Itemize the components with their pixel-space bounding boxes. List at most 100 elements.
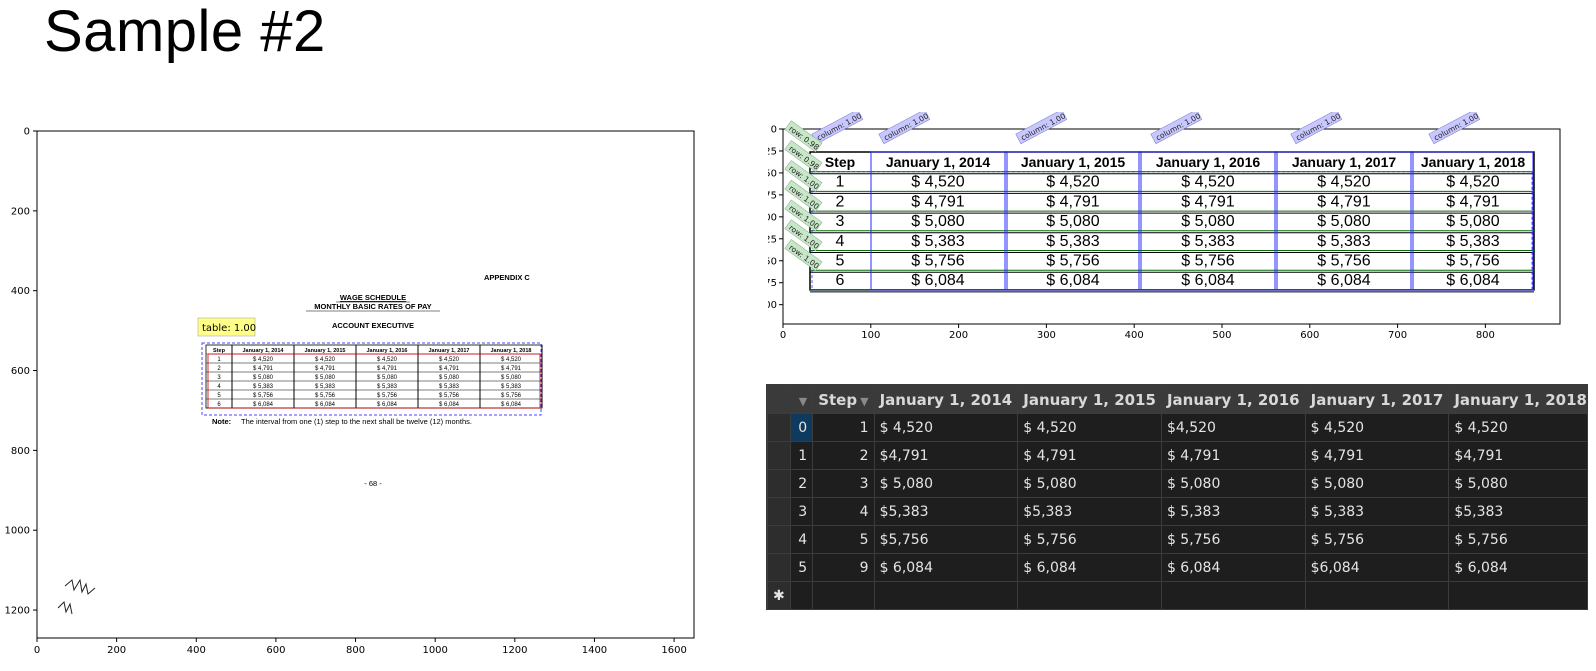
row-label-bg bbox=[784, 179, 823, 212]
table-row[interactable]: 2 3 $ 5,080 $ 5,080 $ 5,080 $ 5,080 $ 5,080 bbox=[767, 469, 1587, 498]
table-row[interactable]: 4 5 $5,756 $ 5,756 $ 5,756 $ 5,756 $ 5,756 bbox=[767, 525, 1587, 554]
y-tick-label: 150 bbox=[768, 256, 777, 267]
row-selector[interactable] bbox=[767, 525, 791, 554]
filter-icon[interactable]: ▼ bbox=[860, 394, 869, 408]
grid-cell[interactable]: 9 bbox=[812, 553, 875, 582]
row-index-cell[interactable]: 0 bbox=[789, 413, 814, 442]
doc-table-cell: $ 6,084 bbox=[253, 402, 274, 408]
row-selector[interactable] bbox=[767, 441, 791, 470]
new-row-icon[interactable]: ✱ bbox=[767, 581, 791, 609]
grid-cell[interactable]: $5,756 bbox=[873, 525, 1019, 554]
table-row[interactable]: 1 2 $4,791 $ 4,791 $ 4,791 $ 4,791 $4,791 bbox=[767, 441, 1587, 470]
y-tick-label: 125 bbox=[768, 234, 777, 245]
grid-cell[interactable]: $ 5,756 bbox=[1017, 525, 1162, 554]
grid-cell[interactable]: $ 4,791 bbox=[1304, 441, 1450, 470]
grid-cell[interactable]: $5,383 bbox=[1017, 497, 1162, 526]
grid-cell[interactable]: $5,383 bbox=[1448, 497, 1587, 526]
row-index-cell[interactable]: 5 bbox=[789, 553, 814, 582]
new-row[interactable]: ✱ bbox=[767, 581, 1587, 609]
grid-cell[interactable]: $ 4,520 bbox=[1448, 413, 1587, 442]
grid-cell[interactable]: $4,520 bbox=[1160, 413, 1306, 442]
doc-table-cell: January 1, 2016 bbox=[367, 348, 408, 354]
grid-cell[interactable]: $ 4,791 bbox=[1017, 441, 1162, 470]
row-selector[interactable] bbox=[767, 497, 791, 526]
grid-col-index[interactable]: ▼ bbox=[789, 385, 814, 414]
grid-cell[interactable]: $ 5,080 bbox=[1160, 469, 1306, 498]
grid-cell[interactable]: 3 bbox=[812, 469, 875, 498]
doc-title-account: ACCOUNT EXECUTIVE bbox=[332, 321, 414, 330]
empty-cell[interactable] bbox=[873, 581, 1019, 609]
grid-cell[interactable]: $6,084 bbox=[1304, 553, 1450, 582]
y-tick-label: 100 bbox=[768, 212, 777, 223]
sample-title: Sample #2 bbox=[44, 0, 326, 64]
grid-cell[interactable]: $ 5,383 bbox=[1304, 497, 1450, 526]
grid-cell[interactable]: $ 6,084 bbox=[873, 553, 1019, 582]
crop-table-cell: $ 4,520 bbox=[1317, 174, 1370, 191]
grid-cell[interactable]: $ 5,756 bbox=[1160, 525, 1306, 554]
grid-cell[interactable]: $ 5,756 bbox=[1304, 525, 1450, 554]
grid-cell[interactable]: $4,791 bbox=[873, 441, 1019, 470]
grid-col-2016[interactable]: January 1, 2016 bbox=[1160, 385, 1306, 414]
empty-cell[interactable] bbox=[1448, 581, 1587, 609]
row-label-bg bbox=[784, 159, 823, 192]
grid-cell[interactable]: 5 bbox=[812, 525, 875, 554]
grid-col-step[interactable]: Step ▼ bbox=[812, 385, 875, 414]
grid-cell[interactable]: $ 4,520 bbox=[873, 413, 1019, 442]
crop-table-cell: $ 6,084 bbox=[1181, 272, 1234, 289]
grid-cell[interactable]: $ 4,520 bbox=[1017, 413, 1162, 442]
empty-cell[interactable] bbox=[812, 581, 875, 609]
filter-icon[interactable]: ▼ bbox=[798, 394, 808, 408]
data-grid[interactable]: ▼ Step ▼ January 1, 2014 January 1, 2015 … bbox=[766, 384, 1588, 610]
doc-table-cell: $ 4,520 bbox=[315, 357, 336, 363]
grid-col-2015[interactable]: January 1, 2015 bbox=[1017, 385, 1162, 414]
x-tick-label: 500 bbox=[1212, 330, 1231, 341]
table-row[interactable]: 3 4 $5,383 $5,383 $ 5,383 $ 5,383 $5,383 bbox=[767, 497, 1587, 526]
row-selector[interactable] bbox=[767, 553, 791, 582]
grid-cell[interactable]: $4,791 bbox=[1448, 441, 1587, 470]
doc-table-cell: 4 bbox=[217, 384, 221, 390]
column-label-bg bbox=[1150, 112, 1203, 145]
row-index-cell[interactable]: 2 bbox=[789, 469, 814, 498]
grid-cell[interactable]: $ 5,080 bbox=[1448, 469, 1587, 498]
empty-cell[interactable] bbox=[789, 581, 814, 609]
grid-cell[interactable]: $ 6,084 bbox=[1017, 553, 1162, 582]
x-tick-label: 200 bbox=[949, 330, 968, 341]
grid-cell[interactable]: $ 4,520 bbox=[1304, 413, 1450, 442]
grid-cell[interactable]: $ 5,080 bbox=[873, 469, 1019, 498]
grid-cell[interactable]: $ 5,756 bbox=[1448, 525, 1587, 554]
grid-cell[interactable]: $ 5,080 bbox=[1017, 469, 1162, 498]
empty-cell[interactable] bbox=[1160, 581, 1306, 609]
row-selector[interactable] bbox=[767, 413, 791, 442]
grid-col-2017[interactable]: January 1, 2017 bbox=[1304, 385, 1450, 414]
crop-table-cell: $ 4,791 bbox=[1046, 193, 1099, 210]
grid-cell[interactable]: $ 5,383 bbox=[1160, 497, 1306, 526]
crop-table-cell: $ 4,791 bbox=[1446, 193, 1499, 210]
document-plot: 0 200 400 600 800 1000 1200 1400 1600 0 200 400 600… bbox=[5, 127, 695, 656]
doc-table-cell: $ 5,080 bbox=[253, 375, 274, 381]
grid-cell[interactable]: $5,383 bbox=[873, 497, 1019, 526]
grid-cell[interactable]: 4 bbox=[812, 497, 875, 526]
grid-col-2018[interactable]: January 1, 2018 bbox=[1448, 385, 1587, 414]
grid-cell[interactable]: $ 6,084 bbox=[1448, 553, 1587, 582]
grid-col-2014[interactable]: January 1, 2014 bbox=[873, 385, 1019, 414]
row-index-cell[interactable]: 1 bbox=[789, 441, 814, 470]
row-selector[interactable] bbox=[767, 469, 791, 498]
table-row[interactable]: 0 1 $ 4,520 $ 4,520 $4,520 $ 4,520 $ 4,520 bbox=[767, 413, 1587, 442]
y-tick-label: 0 bbox=[771, 125, 777, 136]
row-label-bg bbox=[784, 199, 823, 232]
grid-cell[interactable]: 1 bbox=[812, 413, 875, 442]
empty-cell[interactable] bbox=[1017, 581, 1162, 609]
row-index-cell[interactable]: 3 bbox=[789, 497, 814, 526]
x-tick-label: 0 bbox=[34, 645, 40, 656]
empty-cell[interactable] bbox=[1304, 581, 1450, 609]
doc-table-cell: $ 5,383 bbox=[377, 384, 398, 390]
table-row[interactable]: 5 9 $ 6,084 $ 6,084 $ 6,084 $6,084 $ 6,084 bbox=[767, 553, 1587, 582]
grid-cell[interactable]: $ 6,084 bbox=[1160, 553, 1306, 582]
crop-table-cell: $ 5,756 bbox=[1446, 253, 1499, 270]
crop-table-cell: $ 5,080 bbox=[1446, 213, 1499, 230]
row-index-cell[interactable]: 4 bbox=[789, 525, 814, 554]
grid-cell[interactable]: $ 4,791 bbox=[1160, 441, 1306, 470]
grid-cell[interactable]: $ 5,080 bbox=[1304, 469, 1450, 498]
doc-table-cell: $ 6,084 bbox=[315, 402, 336, 408]
grid-cell[interactable]: 2 bbox=[812, 441, 875, 470]
